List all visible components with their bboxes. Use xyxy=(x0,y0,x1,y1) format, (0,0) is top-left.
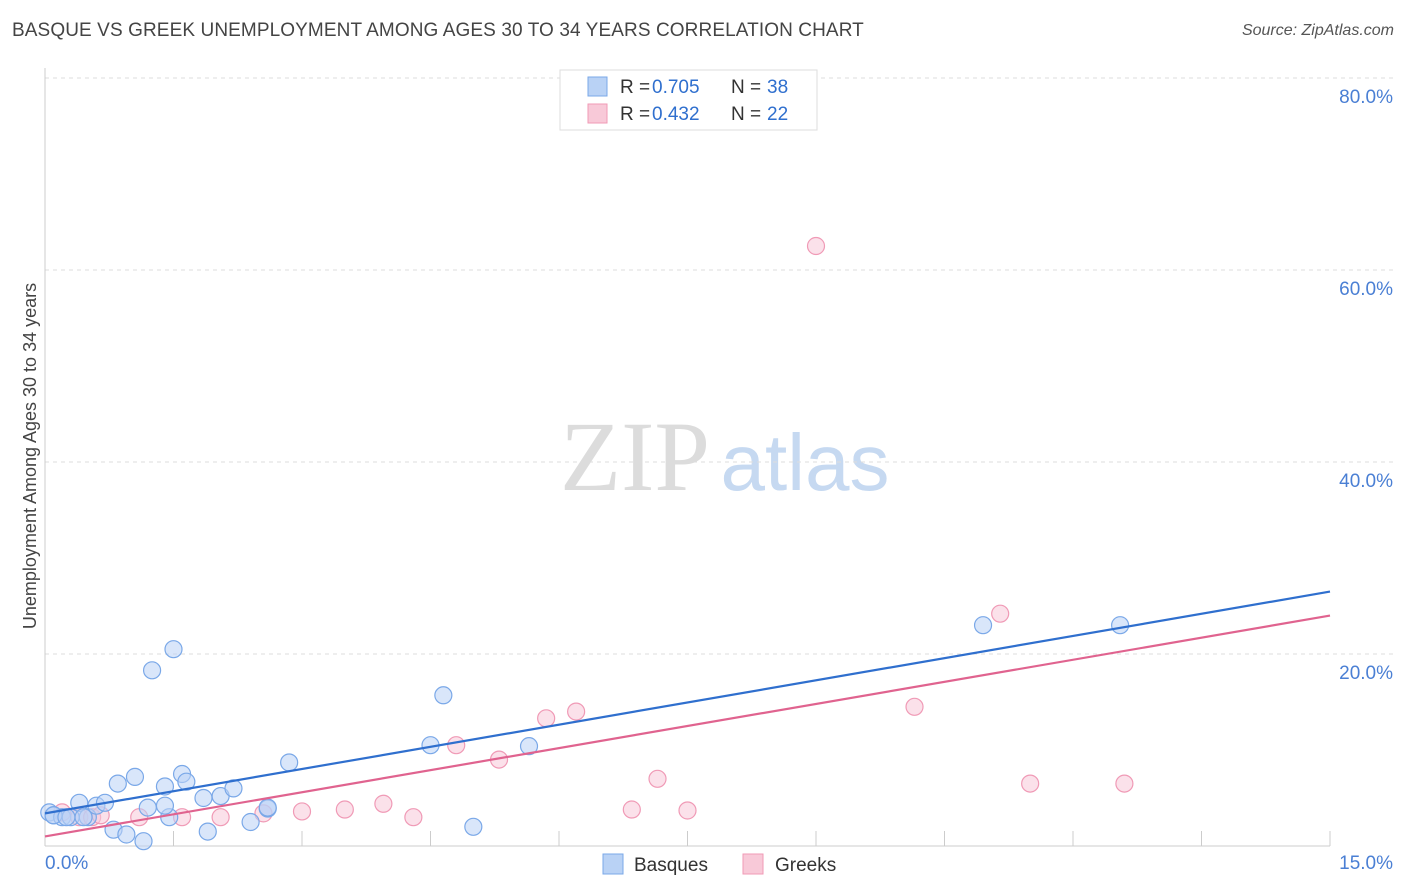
legend-n-value-basques: 38 xyxy=(767,77,788,98)
data-point-greeks xyxy=(991,604,1010,623)
bottom-legend-swatch-basques xyxy=(602,853,624,875)
data-point-basques xyxy=(177,772,196,791)
data-point-greeks xyxy=(447,736,466,755)
data-point-greeks xyxy=(292,802,312,821)
data-point-basques xyxy=(1111,616,1130,635)
legend-n-label-greeks: N = xyxy=(731,104,761,125)
legend-r-value-greeks: 0.432 xyxy=(652,104,700,125)
y-axis-label: Unemployment Among Ages 30 to 34 years xyxy=(20,283,40,629)
legend-swatch-greeks xyxy=(587,103,608,124)
data-point-basques xyxy=(434,686,453,705)
data-point-basques xyxy=(519,737,539,756)
data-point-greeks xyxy=(648,769,667,788)
data-point-greeks xyxy=(806,236,826,256)
data-point-basques xyxy=(194,788,213,808)
bottom-legend-label-basques: Basques xyxy=(634,855,708,876)
legend-swatch-basques xyxy=(587,76,608,97)
data-point-basques xyxy=(117,825,136,844)
data-point-basques xyxy=(258,798,277,817)
data-point-basques xyxy=(108,774,127,793)
data-point-greeks xyxy=(567,702,586,721)
data-point-greeks xyxy=(678,801,697,820)
bottom-legend-label-greeks: Greeks xyxy=(775,855,836,876)
trend-line-basques xyxy=(44,590,1331,815)
chart-title: BASQUE VS GREEK UNEMPLOYMENT AMONG AGES … xyxy=(12,20,864,41)
data-point-basques xyxy=(134,832,153,851)
watermark-zip: ZIP xyxy=(560,401,710,512)
data-point-basques xyxy=(142,661,162,680)
grid-layer xyxy=(45,77,1393,655)
data-point-basques xyxy=(155,777,175,796)
y-tick-label: 80.0% xyxy=(1339,87,1393,108)
data-point-greeks xyxy=(335,800,354,819)
data-point-basques xyxy=(155,796,175,815)
bottom-legend-swatch-greeks xyxy=(742,853,764,875)
data-point-basques xyxy=(198,822,217,841)
data-point-greeks xyxy=(211,808,230,827)
data-point-greeks xyxy=(1115,774,1134,793)
data-point-greeks xyxy=(537,709,556,728)
data-point-basques xyxy=(464,817,483,836)
y-tick-label: 40.0% xyxy=(1339,471,1393,492)
legend-n-label-basques: N = xyxy=(731,77,761,98)
data-point-greeks xyxy=(1021,774,1040,793)
legend-r-label-greeks: R = xyxy=(620,104,650,125)
points-layer xyxy=(40,236,1134,851)
data-point-basques xyxy=(125,767,145,786)
data-point-greeks xyxy=(404,808,423,827)
source-value: Source: ZipAtlas.com xyxy=(1241,22,1394,39)
data-point-basques xyxy=(973,616,993,635)
data-point-basques xyxy=(74,808,93,827)
bottom-legend: Basques Greeks xyxy=(602,853,836,876)
legend-r-label-basques: R = xyxy=(620,77,650,98)
source-label: Source: ZipAtlas.com xyxy=(1242,22,1394,40)
trend-layer xyxy=(44,590,1331,838)
y-tick-label: 60.0% xyxy=(1339,279,1393,300)
data-point-basques xyxy=(241,812,260,832)
data-point-greeks xyxy=(622,800,641,819)
trend-line-greeks xyxy=(44,614,1331,838)
data-point-greeks xyxy=(905,697,924,716)
x-tick-label-max: 15.0% xyxy=(1339,853,1393,874)
data-point-greeks xyxy=(374,794,393,813)
x-tick-label-min: 0.0% xyxy=(45,853,88,874)
top-legend: R = 0.705 N = 38 R = 0.432 N = 22 xyxy=(559,69,818,131)
data-point-basques xyxy=(164,640,183,659)
data-point-basques xyxy=(280,753,299,772)
tick-layer: 20.0% 40.0% 60.0% 80.0% xyxy=(173,87,1393,846)
data-point-basques xyxy=(138,798,157,817)
legend-r-value-basques: 0.705 xyxy=(652,77,700,98)
y-tick-label: 20.0% xyxy=(1339,663,1393,684)
legend-n-value-greeks: 22 xyxy=(767,104,788,125)
